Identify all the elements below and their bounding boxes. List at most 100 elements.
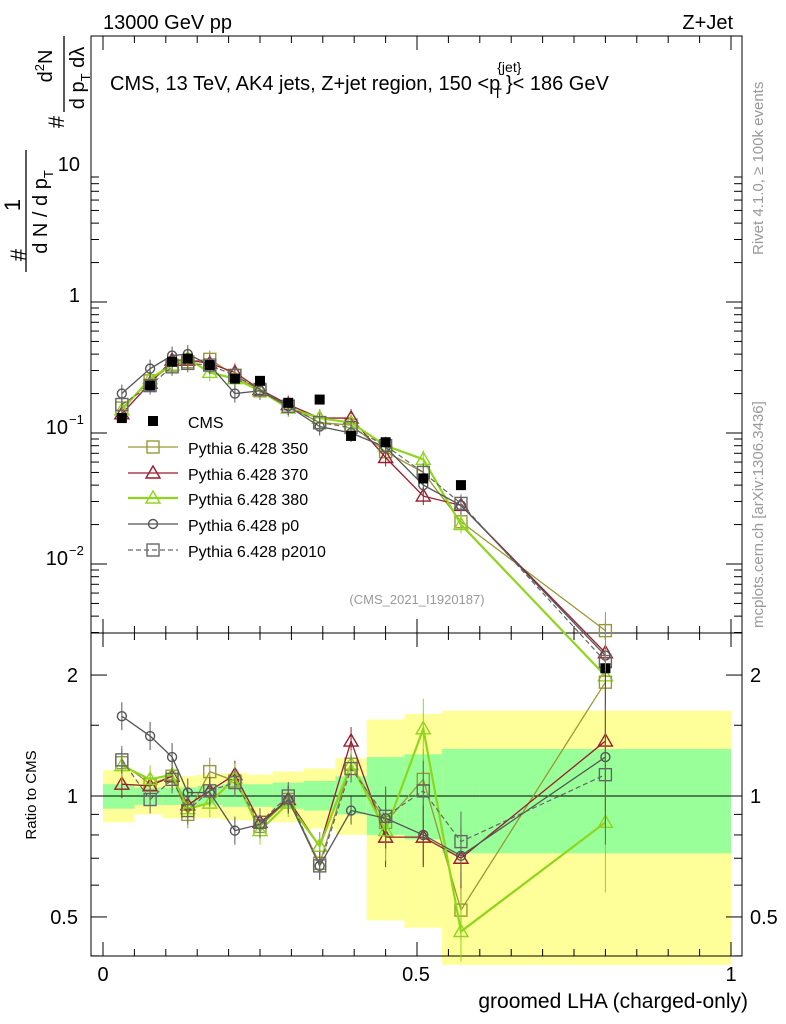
ratio-point-2 (452, 923, 470, 938)
ratio-point-3 (144, 730, 156, 742)
ratio-point-4 (203, 784, 217, 798)
main-plot-series (113, 345, 614, 685)
series-point-3 (144, 363, 156, 374)
mcplots-reference-text: mcplots.cern.ch [arXiv:1306.3436] (750, 401, 767, 628)
ratio-series-4 (115, 704, 613, 880)
ratio-point-1 (113, 775, 131, 790)
series-point-1 (415, 487, 432, 502)
y-axis-label: # 1 d N / d pT # d2N d pT dλ (0, 36, 93, 272)
ratio-tick-1: 1 (67, 786, 78, 808)
legend-label-350: Pythia 6.428 350 (188, 441, 308, 458)
ratio-point-3 (166, 751, 178, 763)
ratio-point-3 (418, 829, 429, 841)
ratio-tick-2: 2 (67, 665, 78, 687)
cms-data-point (116, 413, 127, 424)
ratio-line-3 (121, 715, 606, 868)
series-point-3 (229, 388, 241, 399)
cms-data-point (380, 437, 391, 448)
series-point-4 (312, 415, 327, 430)
legend-entry-p2010: Pythia 6.428 p2010 (128, 543, 326, 561)
ratio-point-4 (143, 792, 157, 807)
legend-marker-4 (146, 543, 160, 557)
series-line-4 (121, 362, 606, 662)
ratio-point-2 (201, 794, 218, 809)
legend-marker-cms (148, 416, 158, 426)
top-y-tick-labels: 10 1 10 −1 10 −2 (46, 154, 84, 570)
legend-entry-370: Pythia 6.428 370 (128, 464, 308, 484)
cms-data-point (418, 473, 429, 484)
ratio-point-2 (311, 837, 328, 852)
series-point-4 (454, 496, 468, 511)
analysis-watermark: (CMS_2021_I1920187) (349, 592, 484, 607)
ratio-tick-1-right: 1 (750, 786, 761, 808)
ratio-point-4 (228, 775, 242, 790)
legend-marker-3 (147, 518, 159, 530)
legend-entry-p0: Pythia 6.428 p0 (128, 518, 299, 535)
cms-data-point (167, 356, 178, 367)
cms-data (116, 353, 611, 674)
band-green-6 (247, 784, 273, 807)
ratio-tick-0.5-right: 0.5 (750, 907, 778, 929)
y-tick-label-0.1: 10 (46, 417, 68, 439)
ratio-plot-series (113, 612, 614, 962)
legend-marker-0 (146, 440, 160, 454)
cms-data-point (314, 394, 325, 405)
ratio-point-3 (345, 805, 357, 816)
ratio-point-4 (115, 753, 129, 767)
ratio-tick-0.5: 0.5 (50, 907, 78, 929)
legend-entry-350: Pythia 6.428 350 (128, 440, 308, 458)
y-tick-sup-0.1: −1 (69, 412, 84, 427)
y-label-denominator: d pT dλ (67, 47, 93, 109)
legend-label-cms: CMS (188, 415, 224, 432)
ratio-tick-2-right: 2 (750, 665, 761, 687)
header-right: Z+Jet (682, 12, 733, 34)
cms-data-point (255, 375, 265, 386)
legend-label-370: Pythia 6.428 370 (188, 467, 308, 484)
y-label-dN: d N / d pT (30, 170, 56, 254)
cms-data-point (346, 430, 357, 441)
ratio-point-4 (598, 767, 613, 782)
legend-entry-cms: CMS (148, 415, 224, 432)
legend-marker-2 (144, 489, 162, 504)
legend-label-p0: Pythia 6.428 p0 (188, 518, 299, 535)
x-tick-0.5: 0.5 (402, 964, 430, 986)
cms-data-point (182, 353, 193, 364)
y-tick-sup-0.01: −2 (69, 543, 84, 558)
legend-label-p2010: Pythia 6.428 p2010 (188, 544, 326, 561)
axis-ticks (91, 36, 742, 957)
ratio-point-2 (415, 720, 432, 735)
header-left: 13000 GeV pp (103, 12, 232, 34)
legend-label-380: Pythia 6.428 380 (188, 492, 308, 509)
series-point-1 (377, 449, 394, 464)
ratio-point-1 (342, 732, 360, 747)
ratio-point-4 (454, 834, 468, 849)
legend: CMS Pythia 6.428 350 Pythia 6.428 370 Py… (128, 415, 326, 561)
ratio-point-3 (116, 710, 128, 722)
x-tick-labels: 0 0.5 1 (97, 964, 736, 986)
x-axis-label: groomed LHA (charged-only) (478, 990, 748, 1013)
y-tick-label-0.01: 10 (46, 548, 68, 570)
x-tick-1: 1 (725, 964, 736, 986)
cms-data-point (455, 480, 466, 491)
ratio-point-2 (141, 770, 159, 786)
legend-marker-1 (144, 464, 162, 479)
series-4 (115, 354, 613, 671)
ratio-point-4 (312, 859, 327, 873)
plot-title: CMS, 13 TeV, AK4 jets, Z+jet region, 150… (110, 59, 609, 101)
ratio-point-4 (281, 789, 295, 803)
ratio-point-4 (378, 809, 393, 824)
ratio-point-4 (344, 761, 358, 776)
series-point-4 (143, 378, 157, 393)
y-label-one: 1 (0, 199, 25, 211)
series-point-4 (203, 358, 217, 372)
cms-data-point (229, 373, 240, 384)
y-tick-label-10: 10 (58, 154, 80, 176)
rivet-version-text: Rivet 4.1.0, ≥ 100k events (750, 82, 767, 255)
series-point-4 (115, 397, 129, 412)
cms-data-point (204, 360, 215, 371)
ratio-y-tick-labels: 2 1 0.5 2 1 0.5 (50, 665, 778, 929)
y-tick-label-1: 1 (69, 285, 80, 307)
cms-data-point (145, 380, 156, 391)
y-label-hash2: # (44, 115, 69, 128)
